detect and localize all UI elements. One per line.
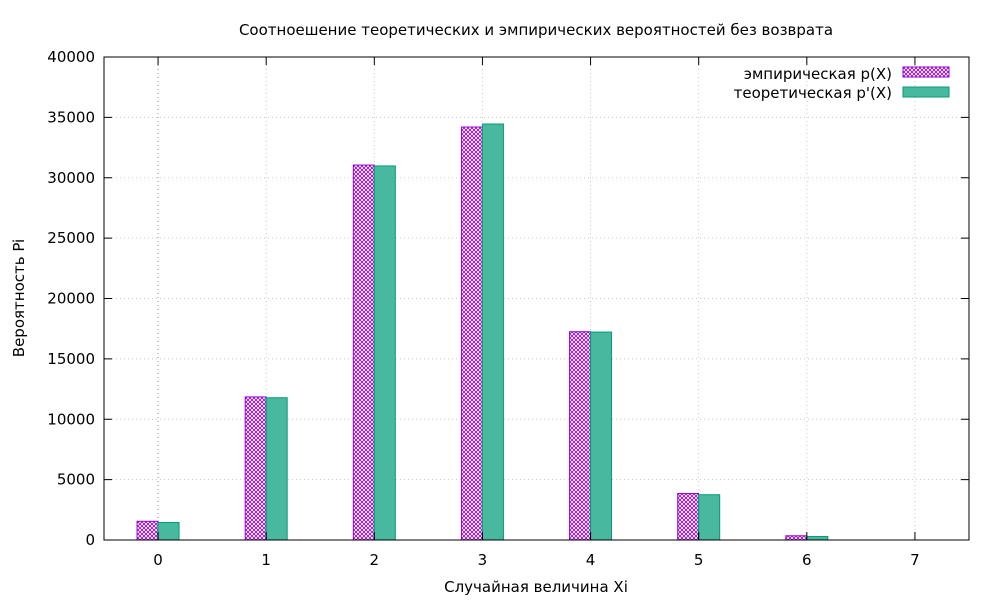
bar-theoretical (265, 397, 288, 541)
legend-swatch-theoretical (902, 86, 950, 98)
bar-empirical (136, 520, 159, 541)
axes: 0 5000 10000 15000 20000 25000 30000 35000 40000… (47, 48, 969, 569)
y-tick-label: 15000 (47, 350, 95, 368)
x-tick-label: 0 (153, 551, 163, 569)
y-axis-label: Вероятность Pi (10, 239, 28, 357)
bar-empirical (460, 126, 483, 541)
x-tick-label: 2 (370, 551, 380, 569)
legend: эмпирическая p(X) теоретическая p'(X) (734, 65, 950, 102)
y-tick-label: 25000 (47, 229, 95, 247)
bar-empirical (569, 331, 592, 541)
bar-empirical (677, 493, 700, 541)
y-tick-label: 35000 (47, 108, 95, 126)
bar-empirical (785, 535, 808, 541)
x-tick-label: 1 (261, 551, 271, 569)
bars (136, 123, 829, 541)
y-tick-label: 10000 (47, 410, 95, 428)
bar-theoretical (698, 494, 721, 541)
legend-label-empirical: эмпирическая p(X) (744, 65, 892, 83)
y-tick-label: 30000 (47, 169, 95, 187)
bar-theoretical (590, 331, 613, 541)
y-tick-label: 5000 (57, 471, 95, 489)
y-tick-label: 20000 (47, 290, 95, 308)
x-axis-label: Случайная величина Xi (444, 578, 628, 596)
legend-swatch-empirical (902, 66, 950, 78)
bar-theoretical (481, 123, 504, 541)
bar-empirical (244, 396, 267, 541)
x-tick-label: 6 (802, 551, 812, 569)
bar-theoretical (157, 521, 180, 541)
y-tick-label: 40000 (47, 48, 95, 66)
grid (104, 57, 969, 540)
bar-theoretical (373, 165, 396, 541)
legend-label-theoretical: теоретическая p'(X) (734, 84, 892, 102)
y-tick-label: 0 (85, 531, 95, 549)
bar-empirical (352, 164, 375, 541)
bar-theoretical (806, 535, 829, 541)
x-tick-label: 7 (910, 551, 920, 569)
x-tick-label: 5 (694, 551, 704, 569)
chart-title: Соотноешение теоретических и эмпирически… (239, 21, 833, 39)
x-tick-label: 4 (586, 551, 596, 569)
x-tick-label: 3 (478, 551, 488, 569)
